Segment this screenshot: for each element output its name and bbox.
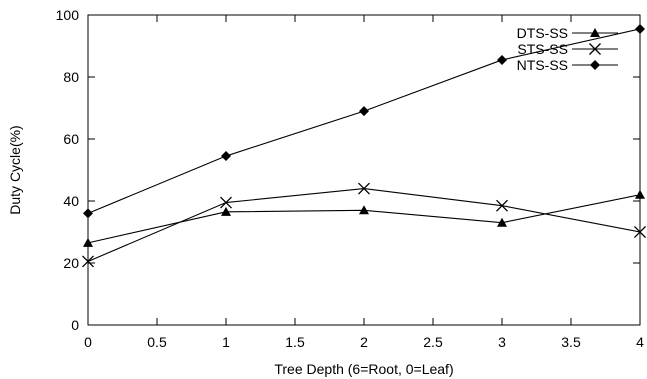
y-axis-title: Duty Cycle(%) (7, 125, 23, 214)
x-tick-label: 2 (360, 334, 368, 350)
series-line-dts-ss (87, 194, 641, 244)
data-point-nts-ss (221, 151, 231, 162)
y-tick-label: 60 (63, 131, 79, 147)
data-point-dts-ss (635, 189, 645, 199)
data-point-sts-ss (220, 196, 232, 209)
legend-label-dts-ss: DTS-SS (517, 25, 568, 41)
legend-marker-sts-ss (589, 43, 601, 55)
y-tick-label: 100 (56, 7, 80, 23)
data-point-nts-ss (359, 106, 369, 117)
legend-label-sts-ss: STS-SS (517, 41, 568, 57)
x-tick-label: 3.5 (561, 334, 581, 350)
data-point-sts-ss (634, 226, 646, 238)
legend-label-nts-ss: NTS-SS (517, 57, 568, 73)
x-tick-label: 0.5 (147, 334, 167, 350)
legend-marker-dts-ss (590, 28, 600, 37)
data-point-sts-ss (358, 182, 370, 195)
series-lines (82, 23, 646, 268)
x-tick-label: 4 (636, 334, 644, 350)
data-point-nts-ss (83, 208, 93, 219)
x-axis-title: Tree Depth (6=Root, 0=Leaf) (274, 361, 453, 377)
legend-marker-nts-ss (590, 60, 600, 70)
x-tick-label: 1.5 (285, 334, 305, 350)
x-tick-label: 1 (222, 334, 230, 350)
x-tick-label: 2.5 (423, 334, 443, 350)
data-point-dts-ss (359, 205, 369, 215)
data-point-sts-ss (496, 199, 508, 212)
y-tick-label: 80 (63, 69, 79, 85)
y-tick-label: 20 (63, 255, 79, 271)
x-tick-label: 0 (84, 334, 92, 350)
x-axis-ticks: 0 0.5 1 1.5 2 2.5 3 3.5 4 (84, 15, 644, 350)
y-tick-label: 40 (63, 193, 79, 209)
data-point-nts-ss (635, 23, 645, 34)
data-point-nts-ss (497, 54, 507, 65)
data-point-dts-ss (221, 206, 231, 216)
x-tick-label: 3 (498, 334, 506, 350)
data-point-dts-ss (497, 217, 507, 227)
series-line-sts-ss (87, 188, 641, 262)
data-point-sts-ss (82, 255, 94, 268)
data-point-dts-ss (83, 237, 93, 247)
y-tick-label: 0 (71, 317, 79, 333)
y-axis-ticks: 0 20 40 60 80 100 (56, 7, 640, 333)
